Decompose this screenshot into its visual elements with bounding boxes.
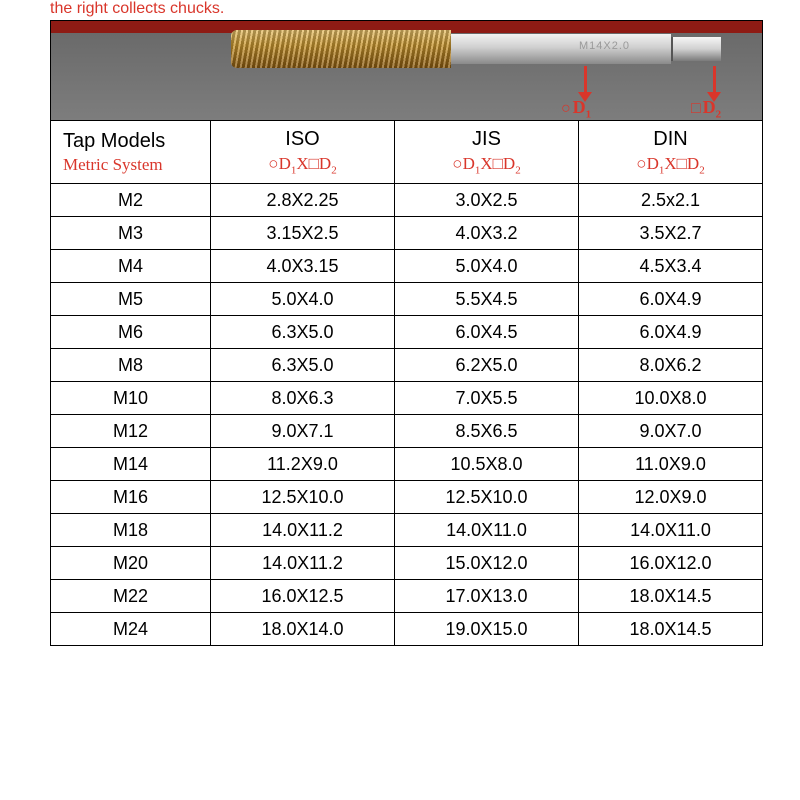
table-cell: M12: [51, 415, 211, 448]
table-cell: 8.0X6.2: [579, 349, 763, 382]
table-cell: M4: [51, 250, 211, 283]
table-cell: 19.0X15.0: [395, 613, 579, 646]
table-cell: M3: [51, 217, 211, 250]
table-cell: 12.5X10.0: [211, 481, 395, 514]
table-cell: 14.0X11.2: [211, 547, 395, 580]
table-cell: 5.5X4.5: [395, 283, 579, 316]
table-cell: M18: [51, 514, 211, 547]
table-cell: 3.5X2.7: [579, 217, 763, 250]
table-cell: M14: [51, 448, 211, 481]
table-cell: 10.5X8.0: [395, 448, 579, 481]
table-cell: 16.0X12.0: [579, 547, 763, 580]
table-cell: M2: [51, 184, 211, 217]
header-tap-models: Tap Models Metric System: [51, 121, 211, 184]
table-cell: M6: [51, 316, 211, 349]
table-cell: 17.0X13.0: [395, 580, 579, 613]
table-row: M1411.2X9.010.5X8.011.0X9.0: [51, 448, 763, 481]
tap-photo: M14X2.0 ○D1 □D2: [50, 20, 763, 120]
table-row: M108.0X6.37.0X5.510.0X8.0: [51, 382, 763, 415]
table-row: M1612.5X10.012.5X10.012.0X9.0: [51, 481, 763, 514]
table-cell: 7.0X5.5: [395, 382, 579, 415]
table-cell: 4.5X3.4: [579, 250, 763, 283]
table-cell: 14.0X11.0: [579, 514, 763, 547]
table-cell: 18.0X14.0: [211, 613, 395, 646]
table-cell: 6.0X4.9: [579, 316, 763, 349]
table-cell: 3.0X2.5: [395, 184, 579, 217]
dimension-d1-label: ○D1: [561, 97, 591, 121]
table-row: M22.8X2.253.0X2.52.5x2.1: [51, 184, 763, 217]
table-cell: 8.0X6.3: [211, 382, 395, 415]
header-jis: JIS ○D1X□D2: [395, 121, 579, 184]
table-cell: 4.0X3.2: [395, 217, 579, 250]
table-cell: M10: [51, 382, 211, 415]
table-cell: 6.0X4.5: [395, 316, 579, 349]
caption-text: the right collects chucks.: [0, 0, 800, 20]
table-cell: M16: [51, 481, 211, 514]
table-cell: 14.0X11.2: [211, 514, 395, 547]
table-cell: 5.0X4.0: [211, 283, 395, 316]
table-cell: 18.0X14.5: [579, 613, 763, 646]
table-cell: 8.5X6.5: [395, 415, 579, 448]
table-header-row: Tap Models Metric System ISO ○D1X□D2 JIS…: [51, 121, 763, 184]
table-cell: 16.0X12.5: [211, 580, 395, 613]
table-cell: 6.2X5.0: [395, 349, 579, 382]
table-cell: 11.2X9.0: [211, 448, 395, 481]
tap-square-end: [671, 37, 721, 61]
table-row: M2418.0X14.019.0X15.018.0X14.5: [51, 613, 763, 646]
header-din: DIN ○D1X□D2: [579, 121, 763, 184]
table-cell: 6.3X5.0: [211, 316, 395, 349]
table-cell: 2.8X2.25: [211, 184, 395, 217]
table-cell: M22: [51, 580, 211, 613]
table-cell: 6.3X5.0: [211, 349, 395, 382]
table-row: M86.3X5.06.2X5.08.0X6.2: [51, 349, 763, 382]
table-cell: M8: [51, 349, 211, 382]
table-row: M2014.0X11.215.0X12.016.0X12.0: [51, 547, 763, 580]
table-cell: 4.0X3.15: [211, 250, 395, 283]
tap-shank: [451, 34, 671, 64]
tap-shank-label: M14X2.0: [579, 40, 630, 52]
header-iso: ISO ○D1X□D2: [211, 121, 395, 184]
table-cell: M24: [51, 613, 211, 646]
table-cell: 15.0X12.0: [395, 547, 579, 580]
table-cell: 6.0X4.9: [579, 283, 763, 316]
table-cell: 18.0X14.5: [579, 580, 763, 613]
table-cell: 9.0X7.0: [579, 415, 763, 448]
spec-table: Tap Models Metric System ISO ○D1X□D2 JIS…: [50, 120, 763, 646]
table-cell: 9.0X7.1: [211, 415, 395, 448]
table-body: M22.8X2.253.0X2.52.5x2.1M33.15X2.54.0X3.…: [51, 184, 763, 646]
table-cell: 3.15X2.5: [211, 217, 395, 250]
dimension-d2-label: □D2: [691, 97, 721, 121]
table-row: M33.15X2.54.0X3.23.5X2.7: [51, 217, 763, 250]
tap-thread: [231, 30, 451, 68]
table-cell: M5: [51, 283, 211, 316]
table-row: M55.0X4.05.5X4.56.0X4.9: [51, 283, 763, 316]
table-row: M66.3X5.06.0X4.56.0X4.9: [51, 316, 763, 349]
table-cell: 2.5x2.1: [579, 184, 763, 217]
table-cell: M20: [51, 547, 211, 580]
table-cell: 10.0X8.0: [579, 382, 763, 415]
table-cell: 5.0X4.0: [395, 250, 579, 283]
table-row: M44.0X3.155.0X4.04.5X3.4: [51, 250, 763, 283]
table-row: M1814.0X11.214.0X11.014.0X11.0: [51, 514, 763, 547]
table-row: M129.0X7.18.5X6.59.0X7.0: [51, 415, 763, 448]
table-cell: 14.0X11.0: [395, 514, 579, 547]
table-row: M2216.0X12.517.0X13.018.0X14.5: [51, 580, 763, 613]
table-cell: 12.5X10.0: [395, 481, 579, 514]
table-cell: 12.0X9.0: [579, 481, 763, 514]
tap-illustration: M14X2.0: [231, 34, 721, 64]
table-cell: 11.0X9.0: [579, 448, 763, 481]
